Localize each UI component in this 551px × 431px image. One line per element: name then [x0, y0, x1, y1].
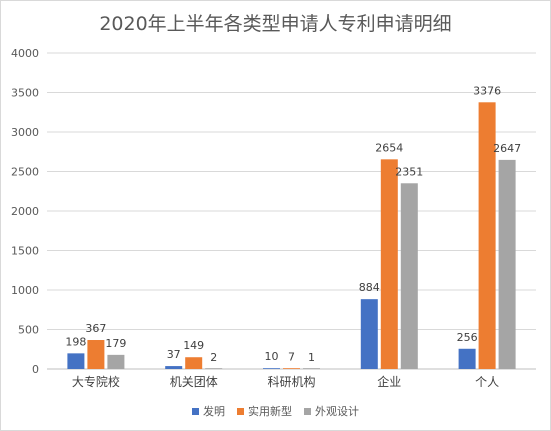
data-label: 1 — [308, 351, 315, 364]
bar — [478, 102, 496, 370]
data-label: 179 — [105, 337, 126, 350]
legend-swatch — [192, 407, 199, 415]
data-label: 2647 — [493, 142, 521, 155]
data-label: 367 — [85, 322, 106, 335]
legend-swatch — [304, 407, 311, 415]
data-label: 884 — [359, 281, 380, 294]
y-tick-label: 1000 — [11, 284, 39, 297]
bar — [458, 348, 476, 369]
bar — [67, 353, 85, 369]
x-category-label: 机关团体 — [170, 375, 218, 389]
x-category-label: 个人 — [475, 375, 499, 389]
bar — [283, 368, 300, 369]
chart-legend: 发明 实用新型 外观设计 — [1, 403, 550, 419]
bar — [87, 340, 105, 369]
y-tick-label: 2500 — [11, 166, 39, 179]
legend-label: 外观设计 — [315, 405, 359, 418]
legend-swatch — [237, 407, 244, 415]
data-label: 7 — [288, 350, 295, 363]
bar — [360, 299, 378, 369]
y-tick-label: 1500 — [11, 245, 39, 258]
data-label: 2351 — [395, 165, 423, 178]
bar — [400, 183, 418, 369]
y-tick-label: 0 — [32, 363, 39, 376]
data-label: 37 — [167, 348, 181, 361]
bar — [165, 366, 183, 369]
legend-item: 外观设计 — [304, 403, 359, 419]
bar — [107, 354, 125, 369]
y-tick-label: 500 — [18, 324, 39, 337]
data-label: 2 — [210, 351, 217, 364]
legend-label: 发明 — [203, 405, 225, 418]
chart-title: 2020年上半年各类型申请人专利申请明细 — [99, 13, 452, 35]
data-label: 10 — [265, 350, 279, 363]
bar — [380, 159, 398, 369]
y-tick-label: 3000 — [11, 126, 39, 139]
bar — [498, 159, 516, 369]
data-label: 3376 — [473, 84, 501, 97]
legend-item: 实用新型 — [237, 403, 292, 419]
y-tick-label: 4000 — [11, 47, 39, 60]
bar — [185, 357, 203, 369]
data-label: 198 — [65, 335, 86, 348]
bar — [263, 368, 280, 369]
legend-item: 发明 — [192, 403, 225, 419]
bar — [303, 368, 320, 369]
x-category-label: 科研机构 — [267, 374, 315, 389]
data-label: 2654 — [375, 141, 403, 154]
y-tick-label: 2000 — [11, 205, 39, 218]
data-label: 149 — [183, 339, 204, 352]
x-category-label: 大专院校 — [72, 374, 120, 389]
legend-label: 实用新型 — [248, 405, 292, 418]
x-category-label: 企业 — [377, 374, 401, 389]
y-tick-label: 3500 — [11, 87, 39, 100]
data-label: 256 — [457, 331, 478, 344]
bar — [205, 368, 223, 369]
